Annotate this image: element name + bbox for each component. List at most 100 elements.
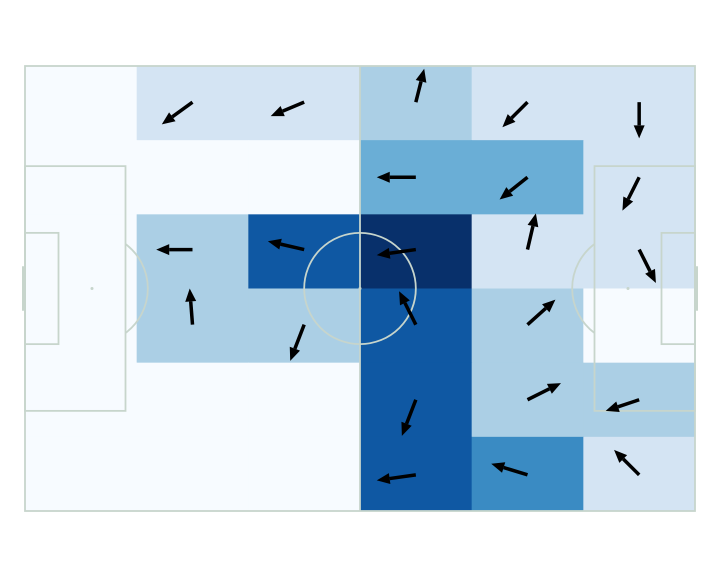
arrow-head — [546, 383, 561, 394]
flow-arrow-0 — [161, 100, 194, 125]
left-penalty-spot — [90, 287, 94, 290]
flow-arrow-8 — [156, 244, 193, 256]
flow-arrow-9 — [267, 238, 305, 252]
arrow-shaft — [188, 301, 195, 325]
arrow-shaft — [508, 175, 529, 193]
arrow-head — [399, 291, 410, 306]
heatmap-cell-r4-c1 — [136, 362, 249, 438]
flow-arrows — [156, 68, 656, 485]
heatmap-cell-r2-c3 — [360, 214, 473, 289]
heatmap-cell-r1-c3 — [360, 140, 473, 215]
arrow-shaft — [389, 247, 417, 256]
arrow-head — [289, 346, 301, 361]
pitch-markings — [22, 65, 698, 512]
flow-arrow-10 — [376, 247, 417, 259]
flow-arrow-22 — [614, 449, 641, 477]
arrow-head — [156, 244, 170, 256]
arrow-shaft — [282, 100, 305, 113]
heatmap-cell-r3-c0 — [25, 288, 138, 364]
arrow-head — [542, 299, 556, 313]
heatmap-cell-r3-c4 — [471, 288, 584, 364]
heatmap-cell-r1-c1 — [136, 140, 249, 215]
heatmap-cells — [25, 66, 696, 512]
heatmap-cell-r2-c0 — [25, 214, 138, 289]
arrow-head — [376, 473, 391, 485]
arrow-shaft — [293, 324, 306, 350]
flow-arrow-11 — [525, 213, 539, 250]
flow-arrow-14 — [289, 324, 306, 361]
heatmap-cell-r3-c5 — [583, 288, 696, 364]
heatmap-cell-r4-c2 — [248, 362, 361, 438]
flow-arrow-13 — [185, 288, 197, 325]
flow-arrow-16 — [526, 299, 556, 326]
flow-arrow-18 — [526, 383, 561, 402]
right-penalty-spot — [626, 287, 630, 290]
heatmap-cell-r3-c3 — [360, 288, 473, 364]
arrow-shaft — [389, 473, 417, 481]
heatmap-cell-r0-c3 — [360, 66, 473, 141]
arrow-shaft — [171, 100, 194, 119]
heatmap-cell-r2-c1 — [136, 214, 249, 289]
arrow-shaft — [404, 399, 418, 425]
arrow-head — [267, 238, 282, 250]
heatmap-cell-r5-c0 — [25, 436, 138, 512]
flow-arrow-6 — [499, 175, 529, 200]
center-circle — [303, 231, 417, 346]
arrow-head — [614, 449, 628, 463]
arrow-head — [622, 196, 634, 211]
heatmap-cell-r1-c0 — [25, 140, 138, 215]
arrow-shaft — [280, 242, 305, 252]
heatmap-cell-r1-c2 — [248, 140, 361, 215]
arrow-shaft — [617, 398, 640, 409]
arrow-shaft — [526, 387, 551, 402]
right-penalty-arc — [571, 243, 596, 334]
heatmap-cell-r5-c3 — [360, 436, 473, 512]
arrow-head — [270, 105, 285, 117]
arrow-shaft — [403, 302, 418, 326]
heatmap-cell-r2-c2 — [248, 214, 361, 289]
heatmap-cell-r4-c0 — [25, 362, 138, 438]
arrow-shaft — [414, 80, 423, 103]
heatmap-cell-r4-c5 — [583, 362, 696, 438]
arrow-shaft — [525, 225, 535, 250]
flow-arrow-12 — [637, 248, 656, 283]
arrow-shaft — [526, 307, 547, 326]
arrow-head — [605, 401, 620, 412]
flow-arrow-21 — [491, 462, 529, 477]
flow-arrow-7 — [622, 176, 641, 211]
arrow-head — [527, 213, 539, 228]
arrow-head — [185, 288, 197, 302]
arrow-head — [633, 125, 645, 139]
arrow-head — [415, 68, 427, 83]
arrow-head — [502, 114, 516, 128]
arrow-shaft — [626, 176, 641, 200]
arrow-head — [645, 268, 656, 283]
arrow-shaft — [622, 457, 641, 477]
left-penalty-arc — [124, 243, 149, 334]
flow-arrow-1 — [270, 100, 305, 117]
heatmap-cell-r5-c4 — [471, 436, 584, 512]
arrow-head — [376, 247, 391, 259]
heatmap-cell-r0-c0 — [25, 66, 138, 141]
flow-arrow-17 — [401, 399, 418, 436]
arrow-head — [376, 171, 390, 183]
heatmap-cell-r2-c4 — [471, 214, 584, 289]
arrow-head — [401, 421, 412, 436]
arrow-head — [161, 112, 176, 125]
flow-arrow-4 — [633, 102, 645, 139]
heatmap-cell-r5-c2 — [248, 436, 361, 512]
flow-arrow-2 — [414, 68, 427, 103]
arrow-head — [491, 462, 506, 473]
center-spot — [358, 287, 362, 290]
heatmap-cell-r5-c1 — [136, 436, 249, 512]
flow-arrow-19 — [605, 398, 640, 412]
flow-arrow-20 — [376, 473, 417, 485]
arrow-shaft — [637, 248, 652, 273]
heatmap-cell-r1-c4 — [471, 140, 584, 215]
arrow-head — [499, 187, 514, 200]
flow-arrow-3 — [502, 100, 529, 128]
arrow-shaft — [510, 100, 529, 120]
arrow-shaft — [503, 465, 529, 477]
flow-arrow-15 — [399, 291, 418, 326]
